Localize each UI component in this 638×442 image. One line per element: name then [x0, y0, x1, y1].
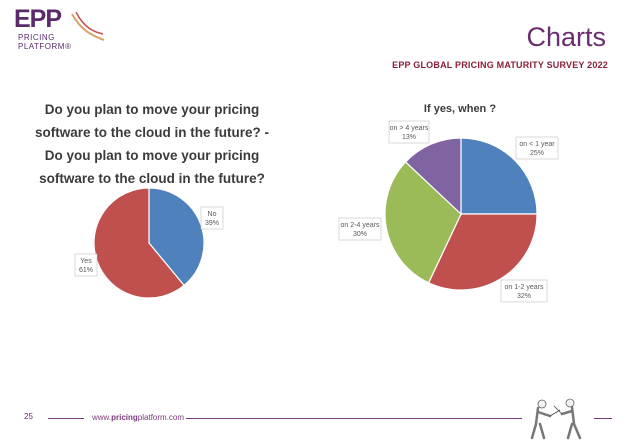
right-pie-label-value: 25%	[530, 150, 544, 157]
fencers-illustration-icon	[530, 398, 582, 440]
logo-line-platform: PLATFORM®	[18, 42, 72, 51]
left-pie-label-name: No	[208, 211, 217, 218]
footer-divider-left	[48, 418, 84, 419]
right-pie-label-name: on > 4 years	[390, 125, 429, 132]
left-chart-title-line: Do you plan to move your pricing	[44, 148, 260, 163]
right-pie-label-name: on < 1 year	[519, 141, 555, 148]
right-pie-data-label: on 1-2 years 32%	[500, 279, 548, 303]
footer-url-link[interactable]: www.pricingplatform.com	[92, 413, 185, 422]
left-pie-data-label: No 39%	[200, 206, 224, 230]
left-pie-label-value: 61%	[79, 267, 93, 274]
right-pie-slice-on-1-2-years	[427, 213, 538, 291]
left-pie-slice-yes	[93, 187, 185, 299]
page-title: Charts	[526, 22, 606, 52]
right-chart-title: If yes, when ?	[423, 103, 497, 115]
epp-logo: EPP PRICING PLATFORM®	[14, 5, 114, 51]
left-pie-label-name: Yes	[80, 258, 92, 265]
left-chart-title-line: software to the cloud in the future?	[39, 171, 265, 186]
right-pie-label-value: 32%	[517, 293, 531, 300]
page-number: 25	[24, 412, 33, 421]
left-chart-title-line: software to the cloud in the future? -	[35, 125, 269, 140]
footer-divider-right	[594, 418, 612, 419]
right-pie-slice-on-2-4-years	[384, 161, 462, 284]
footer-divider-middle	[186, 418, 522, 419]
right-pie-slice-on-1-year	[460, 137, 538, 215]
right-pie-data-label: on > 4 years 13%	[388, 120, 430, 144]
left-pie-label-value: 39%	[205, 220, 219, 227]
logo-swoosh-icon	[71, 12, 105, 41]
left-chart-title: Do you plan to move your pricing softwar…	[24, 98, 280, 190]
survey-title: EPP GLOBAL PRICING MATURITY SURVEY 2022	[392, 60, 608, 70]
right-pie-data-label: on 2-4 years 30%	[338, 217, 382, 241]
right-pie-label-value: 30%	[353, 231, 367, 238]
left-pie-data-label: Yes 61%	[74, 253, 98, 277]
left-chart-title-line: Do you plan to move your pricing	[44, 102, 260, 117]
right-pie-slice-on-4-years	[404, 137, 462, 216]
logo-line-pricing: PRICING	[18, 33, 55, 42]
logo-wordmark: EPP	[14, 5, 62, 33]
right-pie-label-value: 13%	[402, 134, 416, 141]
right-pie-label-name: on 1-2 years	[505, 284, 544, 291]
right-pie-data-label: on < 1 year 25%	[515, 136, 559, 160]
right-pie-label-name: on 2-4 years	[341, 222, 380, 229]
